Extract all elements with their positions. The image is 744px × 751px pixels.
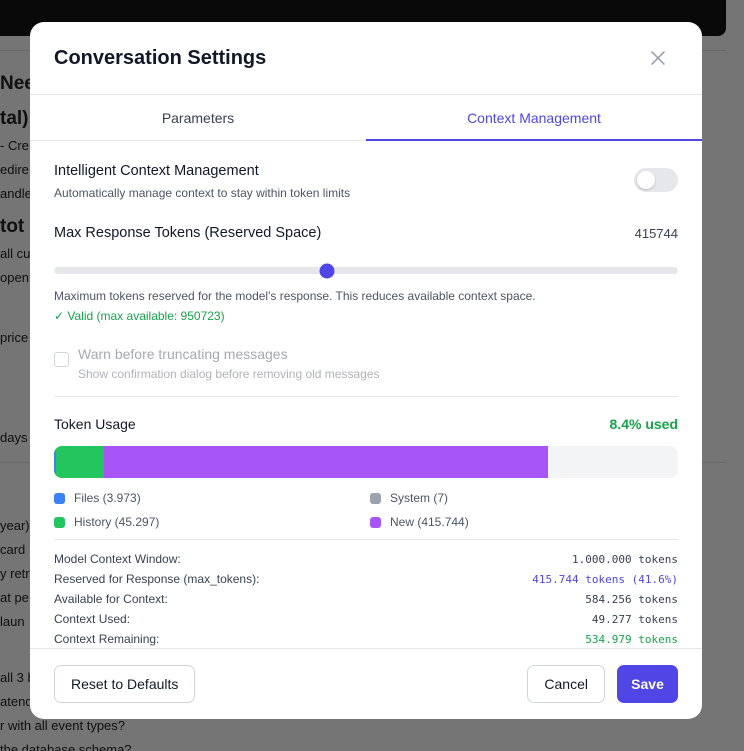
max-response-label: Max Response Tokens (Reserved Space): [54, 225, 322, 241]
section-divider: [54, 396, 678, 397]
max-response-row: Max Response Tokens (Reserved Space) 415…: [54, 225, 678, 241]
toggle-knob: [637, 171, 655, 189]
legend-item: Files (3.973): [54, 491, 370, 505]
dialog-title: Conversation Settings: [54, 46, 267, 69]
warn-truncate-row: Warn before truncating messages Show con…: [54, 346, 678, 381]
stat-value: 415.744 tokens (41.6%): [532, 572, 678, 586]
stat-row: Context Remaining: 534.979 tokens: [54, 629, 678, 649]
warn-truncate-checkbox[interactable]: [54, 352, 69, 367]
legend-swatch: [54, 516, 65, 528]
warn-truncate-title: Warn before truncating messages: [78, 346, 288, 362]
intelligent-context-description: Automatically manage context to stay wit…: [54, 186, 351, 200]
legend-item: System (7): [370, 491, 670, 505]
conversation-settings-dialog: Conversation Settings Parameters Context…: [30, 22, 702, 719]
stat-value: 534.979 tokens: [585, 632, 678, 646]
usage-segment-files: [54, 446, 57, 478]
stat-row: Reserved for Response (max_tokens): 415.7…: [54, 569, 678, 589]
usage-segment-history: [56, 446, 104, 478]
intelligent-context-title: Intelligent Context Management: [54, 163, 259, 179]
max-response-valid: ✓ Valid (max available: 950723): [54, 309, 225, 323]
cancel-button[interactable]: Cancel: [527, 665, 605, 703]
max-response-slider[interactable]: [54, 263, 678, 278]
token-stats: Model Context Window: 1.000.000 tokens Res…: [54, 539, 678, 649]
legend-item: History (45.297): [54, 515, 370, 529]
stat-row: Available for Context: 584.256 tokens: [54, 589, 678, 609]
stat-label: Context Remaining:: [54, 632, 160, 646]
token-usage-bar: [54, 446, 678, 478]
legend-swatch: [370, 492, 381, 504]
stat-value: 1.000.000 tokens: [572, 552, 678, 566]
stat-label: Context Used:: [54, 612, 131, 626]
max-response-help: Maximum tokens reserved for the model's …: [54, 289, 536, 303]
legend-label: History (45.297): [74, 515, 160, 529]
stat-label: Available for Context:: [54, 592, 168, 606]
save-button[interactable]: Save: [617, 665, 678, 703]
dialog-header: Conversation Settings: [30, 22, 702, 95]
stat-row: Model Context Window: 1.000.000 tokens: [54, 549, 678, 569]
token-usage-percent: 8.4% used: [609, 416, 678, 432]
legend-label: Files (3.973): [74, 491, 141, 505]
legend-swatch: [370, 516, 381, 528]
stat-label: Reserved for Response (max_tokens):: [54, 572, 260, 586]
intelligent-context-row: Intelligent Context Management Automatic…: [54, 163, 678, 200]
close-icon: [651, 51, 665, 65]
dialog-footer: Reset to Defaults Cancel Save: [30, 648, 702, 719]
reset-defaults-button[interactable]: Reset to Defaults: [54, 665, 196, 703]
stat-value: 49.277 tokens: [591, 612, 678, 626]
token-usage-header: Token Usage 8.4% used: [54, 416, 678, 432]
tab-parameters[interactable]: Parameters: [161, 109, 235, 126]
stat-value: 584.256 tokens: [585, 592, 678, 606]
max-response-value: 415744: [634, 225, 678, 241]
legend-swatch: [54, 492, 65, 504]
tab-context-management[interactable]: Context Management: [366, 95, 702, 141]
warn-truncate-description: Show confirmation dialog before removing…: [78, 367, 380, 381]
settings-tabs: Parameters Context Management: [30, 95, 702, 141]
usage-segment-new: [103, 446, 548, 478]
legend-label: System (7): [390, 491, 449, 505]
stat-row: Context Used: 49.277 tokens: [54, 609, 678, 629]
legend-label: New (415.744): [390, 515, 469, 529]
context-management-panel: Intelligent Context Management Automatic…: [30, 141, 702, 649]
intelligent-context-toggle[interactable]: [634, 168, 678, 192]
slider-thumb[interactable]: [319, 263, 335, 278]
stat-label: Model Context Window:: [54, 552, 181, 566]
token-usage-legend: Files (3.973) System (7) History (45.297) N…: [54, 491, 678, 529]
legend-item: New (415.744): [370, 515, 670, 529]
close-button[interactable]: [646, 46, 670, 70]
token-usage-title: Token Usage: [54, 416, 136, 432]
